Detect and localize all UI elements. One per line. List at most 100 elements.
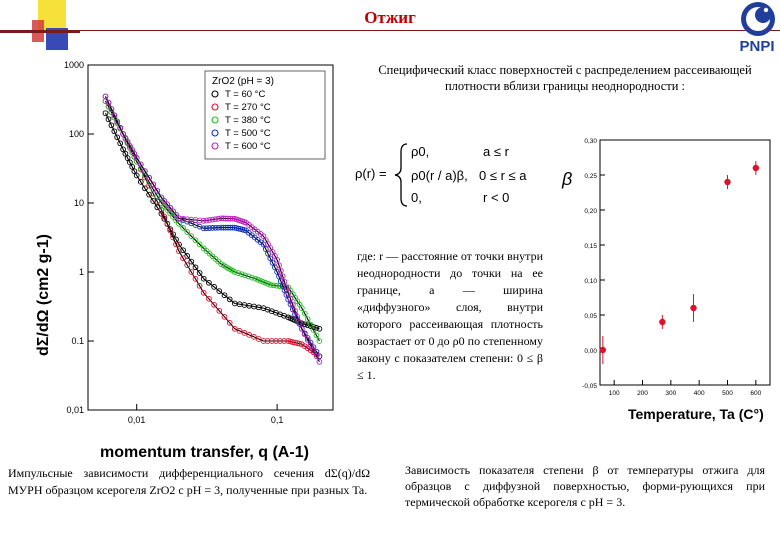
- beta-ytick-label: 0,00: [584, 348, 597, 355]
- main-data-point: [137, 161, 144, 168]
- formula-lhs: ρ(r) =: [355, 166, 387, 181]
- main-data-point: [196, 217, 203, 224]
- main-data-point: [304, 316, 311, 322]
- main-data-point: [196, 241, 203, 248]
- main-data-point: [211, 284, 217, 290]
- main-data-point: [161, 198, 168, 204]
- main-data-point: [226, 319, 233, 326]
- legend-marker: [211, 116, 219, 124]
- legend-label: T = 270 °C: [225, 102, 271, 113]
- main-data-point: [164, 220, 171, 227]
- main-data-point: [313, 353, 320, 360]
- beta-ytick-label: 0,10: [584, 278, 597, 285]
- main-data-point: [260, 338, 267, 344]
- main-data-point: [164, 201, 171, 208]
- main-data-point: [268, 338, 275, 344]
- main-data-point: [196, 282, 203, 289]
- formula-case2-value: ρ0(r / a)β,: [411, 168, 468, 183]
- main-ylabel: dΣ/dΩ (cm2 g-1): [35, 234, 52, 356]
- legend-box: [204, 70, 326, 160]
- main-data-point: [235, 270, 242, 276]
- main-data-point: [188, 258, 195, 265]
- main-data-point: [277, 267, 284, 274]
- main-ytick-label: 1: [79, 267, 84, 277]
- main-data-point: [173, 241, 179, 248]
- main-series-group: [102, 93, 323, 365]
- main-data-point: [167, 227, 174, 234]
- main-plot-frame: [87, 64, 334, 411]
- deco-bar: [0, 30, 80, 33]
- beta-data-point: [690, 304, 697, 312]
- legend-marker: [211, 103, 219, 111]
- main-data-point: [176, 248, 182, 255]
- main-data-point: [264, 338, 271, 344]
- title-divider: [0, 30, 780, 31]
- main-data-point: [251, 334, 257, 340]
- main-data-point: [238, 271, 245, 278]
- main-data-point: [289, 301, 296, 308]
- beta-ytick-label: 0,25: [584, 173, 597, 180]
- main-data-point: [203, 217, 210, 224]
- main-data-point: [285, 289, 292, 296]
- sans-chart: 1000 100 10 1 0.1 0,01 0,01 0,1 ZrO2 (pH = 3) T…: [35, 60, 334, 461]
- legend-label: T = 60 °C: [225, 89, 265, 100]
- beta-xlabel: Temperature, Ta (C°): [628, 406, 764, 422]
- main-data-point: [216, 307, 223, 314]
- main-data-point: [180, 255, 186, 262]
- main-axis-ticks: 1000 100 10 1 0.1 0,01 0,01 0,1: [64, 60, 283, 425]
- main-data-point: [267, 282, 274, 288]
- legend-title: ZrO2 (pH = 3): [212, 76, 274, 87]
- density-formula: ρ(r) = ρ0, a ≤ r ρ0(r / a)β, 0 ≤ r ≤ a 0…: [355, 143, 527, 207]
- main-data-point: [236, 328, 243, 334]
- main-data-point: [158, 194, 165, 201]
- main-data-point: [279, 273, 286, 280]
- main-data-point: [180, 247, 186, 254]
- main-data-point: [307, 321, 314, 328]
- main-data-point: [105, 99, 112, 106]
- main-data-point: [313, 332, 320, 339]
- beta-data-point: [659, 318, 666, 326]
- main-data-point: [105, 116, 112, 123]
- main-data-point: [216, 288, 223, 294]
- caption-beta-dependence: Зависимость показателя степени β от темп…: [405, 463, 765, 509]
- beta-chart: 0,30 0,25 0,20 0,15 0,10 0,05 0,00 -0,05 100 200 3…: [561, 138, 771, 422]
- main-ytick-label: 0,01: [66, 405, 84, 415]
- beta-ytick-label: 0,30: [584, 138, 597, 145]
- main-data-point: [102, 110, 109, 117]
- main-data-point: [131, 168, 138, 175]
- main-data-point: [277, 338, 283, 344]
- main-data-point: [133, 155, 140, 161]
- main-data-point: [255, 276, 261, 283]
- main-ytick-label: 0.1: [71, 336, 84, 346]
- main-data-point: [200, 225, 207, 232]
- main-data-point: [221, 313, 228, 320]
- main-data-point: [102, 93, 109, 100]
- main-ytick-label: 1000: [64, 60, 84, 70]
- main-data-point: [167, 205, 174, 211]
- main-data-point: [114, 118, 121, 125]
- formula-explanation: где: r — расстояние от точки внутри неод…: [357, 249, 543, 382]
- beta-xtick-label: 200: [637, 390, 648, 397]
- beta-axis-ticks: 0,30 0,25 0,20 0,15 0,10 0,05 0,00 -0,05 100 200 3…: [582, 138, 761, 397]
- main-data-point: [316, 358, 323, 365]
- beta-xtick-label: 400: [694, 390, 705, 397]
- main-data-point: [298, 325, 305, 332]
- main-data-point: [111, 128, 118, 135]
- main-data-point: [267, 255, 274, 262]
- beta-data-point: [724, 178, 731, 186]
- main-data-point: [173, 211, 179, 218]
- legend-marker: [211, 142, 219, 150]
- caption-sans-curves: Импульсные зависимости дифференциального…: [8, 466, 370, 497]
- main-data-point: [180, 225, 186, 231]
- main-data-point: [161, 213, 168, 220]
- main-data-point: [188, 216, 195, 223]
- main-data-point: [150, 198, 157, 204]
- beta-xtick-label: 600: [750, 390, 761, 397]
- main-data-point: [255, 336, 262, 342]
- main-data-point: [316, 325, 323, 332]
- main-data-point: [316, 338, 323, 344]
- beta-data-point: [599, 346, 607, 354]
- main-data-point: [212, 216, 219, 223]
- main-data-point: [111, 112, 118, 119]
- main-data-point: [192, 237, 199, 244]
